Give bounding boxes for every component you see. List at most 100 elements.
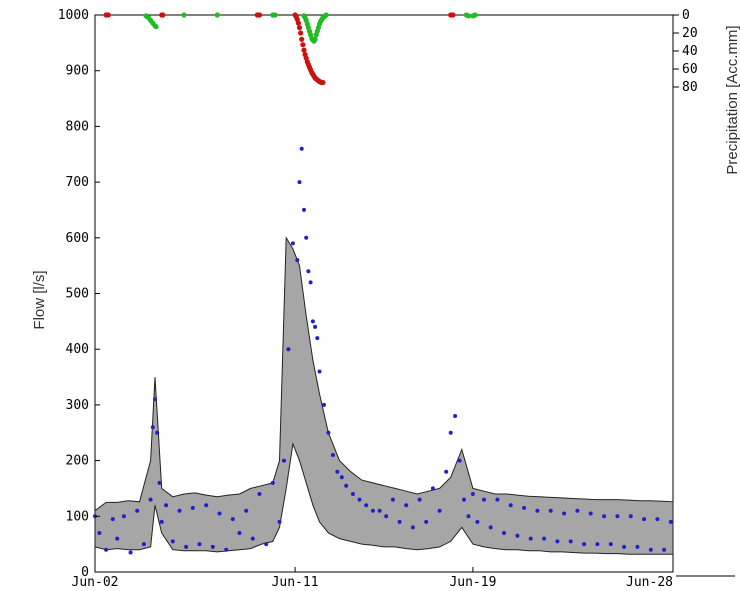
observed-point	[257, 492, 262, 496]
precipitation-point	[296, 25, 303, 31]
observed-point	[297, 180, 302, 185]
observed-point	[313, 324, 318, 329]
observed-point	[204, 503, 209, 508]
observed-point	[430, 486, 435, 491]
observed-point	[655, 517, 660, 522]
observed-point	[277, 519, 282, 524]
observed-point	[488, 525, 493, 530]
precipitation-point	[272, 12, 278, 18]
y-tick-label: 600	[66, 231, 89, 246]
observed-point	[457, 458, 462, 463]
precipitation-point	[153, 24, 159, 30]
observed-point	[370, 508, 375, 513]
observed-point	[286, 347, 291, 352]
precipitation-point	[472, 12, 478, 18]
observed-point	[555, 539, 560, 544]
observed-point	[110, 517, 115, 522]
observed-point	[164, 503, 169, 508]
observed-point	[141, 542, 146, 547]
observed-point	[482, 497, 486, 502]
precipitation-point	[300, 42, 306, 48]
precipitation-point	[312, 36, 318, 42]
observed-point	[535, 508, 540, 513]
observed-point	[502, 531, 506, 535]
observed-flow-series	[93, 146, 673, 555]
y-tick-label: 800	[66, 119, 89, 134]
observed-point	[582, 542, 587, 547]
observed-point	[302, 207, 306, 212]
observed-point	[97, 531, 102, 535]
observed-point	[308, 280, 313, 285]
y-tick-label: 700	[66, 175, 89, 190]
y2-tick-label: 40	[682, 44, 698, 59]
observed-point	[424, 519, 429, 524]
observed-point	[335, 469, 340, 474]
observed-point	[177, 508, 182, 513]
observed-point	[475, 519, 480, 524]
observed-point	[575, 508, 580, 513]
y-axis-left: 0 100 200 300 400 500 600 700 800 900 1000	[58, 8, 100, 580]
observed-point	[662, 547, 667, 552]
observed-point	[115, 536, 120, 541]
x-tick-label: Jun-02	[72, 575, 119, 590]
plot-frame	[94, 14, 674, 573]
y2-tick-label: 80	[682, 80, 698, 95]
observed-point	[668, 519, 673, 524]
observed-point	[190, 505, 195, 510]
precipitation-point	[214, 12, 220, 18]
observed-point	[170, 539, 175, 544]
x-axis: Jun-02 Jun-11 Jun-19 Jun-28	[72, 567, 674, 590]
y-tick-label: 0	[81, 565, 89, 580]
observed-point	[121, 514, 126, 519]
observed-point	[339, 475, 344, 480]
precipitation-point	[181, 12, 187, 18]
observed-point	[184, 544, 189, 549]
y2-tick-label: 20	[682, 26, 698, 41]
observed-point	[528, 536, 533, 541]
observed-point	[622, 544, 627, 549]
observed-point	[295, 258, 300, 263]
precipitation-point	[256, 12, 263, 18]
y-tick-label: 200	[66, 454, 89, 469]
observed-point	[628, 514, 633, 519]
y-tick-label: 1000	[58, 8, 89, 23]
x-tick-label: Jun-19	[449, 575, 496, 590]
observed-point	[135, 508, 140, 513]
y2-tick-label: 0	[682, 8, 690, 23]
observed-point	[230, 517, 235, 522]
observed-point	[377, 508, 382, 513]
observed-point	[548, 508, 553, 513]
observed-point	[157, 480, 162, 485]
observed-point	[150, 425, 155, 430]
observed-point	[515, 533, 520, 538]
observed-point	[322, 402, 326, 407]
observed-point	[495, 497, 500, 502]
observed-point	[462, 497, 466, 502]
observed-point	[350, 492, 355, 496]
observed-point	[608, 542, 613, 547]
observed-point	[466, 514, 471, 519]
observed-point	[602, 514, 607, 519]
observed-point	[326, 430, 331, 435]
y-tick-label: 500	[66, 287, 89, 302]
observed-point	[304, 235, 309, 240]
y-axis-right: 0 20 40 60 80	[673, 8, 698, 95]
precipitation-point	[298, 30, 304, 36]
observed-point	[290, 241, 295, 246]
precipitation-point	[160, 12, 166, 18]
observed-point	[310, 319, 315, 324]
precipitation-series	[103, 12, 478, 86]
y-tick-label: 300	[66, 398, 89, 413]
observed-point	[522, 505, 527, 510]
observed-point	[357, 497, 362, 502]
observed-point	[404, 503, 409, 508]
observed-point	[562, 511, 567, 516]
simulated-band-area	[94, 236, 674, 555]
observed-point	[197, 542, 202, 547]
observed-point	[417, 497, 422, 502]
observed-point	[282, 458, 286, 463]
observed-point	[648, 547, 653, 552]
observed-point	[155, 430, 160, 435]
y2-tick-label: 60	[682, 62, 698, 77]
